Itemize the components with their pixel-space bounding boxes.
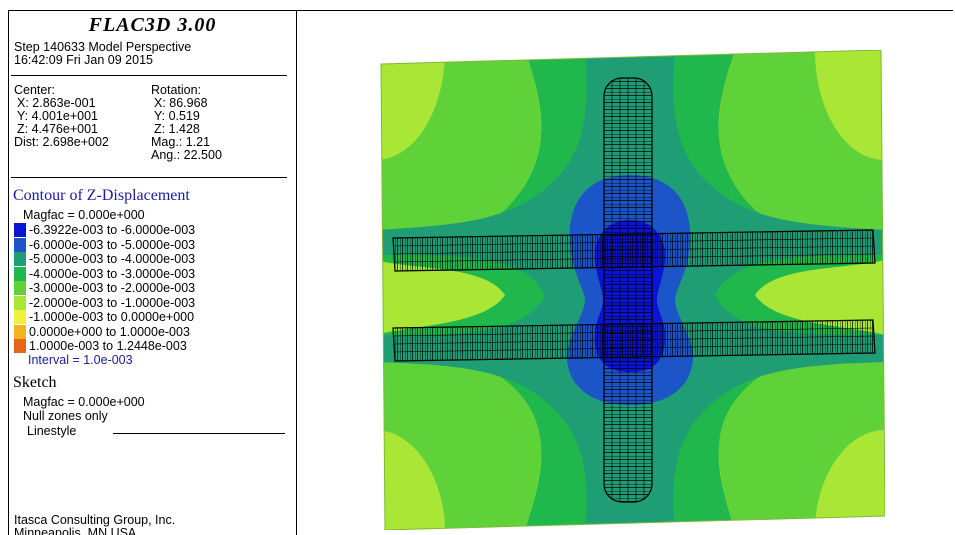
center-x: X: 2.863e-001: [17, 96, 96, 110]
company-location: Minneapolis, MN USA: [14, 526, 137, 535]
center-z: Z: 4.476e+001: [17, 122, 98, 136]
frame-left-border: [8, 10, 9, 535]
contour-swatch: [14, 324, 26, 339]
rotation-z: Z: 1.428: [154, 122, 200, 136]
contour-interval: Interval = 1.0e-003: [28, 353, 133, 367]
view-angle: Ang.: 22.500: [151, 148, 222, 162]
center-y: Y: 4.001e+001: [17, 109, 98, 123]
contour-plot-view: [380, 50, 885, 530]
rotation-label: Rotation:: [151, 83, 202, 97]
contour-range-label: -1.0000e-003 to 0.0000e+000: [29, 310, 195, 324]
contour-swatch: [14, 266, 26, 281]
contour-range-label: 1.0000e-003 to 1.2448e-003: [29, 339, 187, 353]
contour-swatch: [14, 339, 26, 353]
contour-range-label: -4.0000e-003 to -3.0000e-003: [29, 266, 196, 281]
contour-range-label: 0.0000e+000 to 1.0000e-003: [29, 324, 190, 339]
rotation-y: Y: 0.519: [154, 109, 200, 123]
vertical-tunnel-mesh: [603, 77, 653, 503]
contour-swatch: [14, 310, 26, 324]
sketch-title: Sketch: [13, 374, 57, 391]
contour-swatch: [14, 281, 26, 295]
contour-range-label: -3.0000e-003 to -2.0000e-003: [29, 281, 196, 295]
contour-range-label: -6.0000e-003 to -5.0000e-003: [29, 237, 196, 252]
contour-range-label: -2.0000e-003 to -1.0000e-003: [29, 295, 196, 310]
contour-swatch: [14, 237, 26, 252]
legend-panel: FLAC3D 3.00 Step 140633 Model Perspectiv…: [9, 11, 296, 535]
legend-separator: [11, 75, 287, 76]
sketch-null-zones: Null zones only: [23, 409, 108, 423]
legend-separator: [11, 177, 287, 178]
sketch-linestyle: Linestyle: [27, 424, 77, 438]
model-boundary: [380, 50, 885, 530]
app-title: FLAC3D 3.00: [88, 14, 217, 36]
company-name: Itasca Consulting Group, Inc.: [14, 513, 176, 527]
frame-top-border: [8, 10, 953, 11]
contour-swatch: [14, 223, 26, 237]
contour-swatch: [14, 252, 26, 266]
legend-divider: [296, 10, 297, 535]
linestyle-sample-line: [113, 433, 285, 434]
contour-swatch: [14, 295, 26, 310]
contour-title: Contour of Z-Displacement: [13, 187, 190, 204]
magnification: Mag.: 1.21: [151, 135, 211, 149]
view-distance: Dist: 2.698e+002: [14, 135, 109, 149]
center-label: Center:: [14, 83, 55, 97]
upper-horizontal-tunnel-mesh: [392, 229, 876, 272]
step-info: Step 140633 Model Perspective: [14, 40, 192, 54]
contour-range-label: -6.3922e-003 to -6.0000e-003: [29, 223, 196, 237]
contour-magfac: Magfac = 0.000e+000: [23, 208, 145, 222]
contour-range-label: -5.0000e-003 to -4.0000e-003: [29, 252, 196, 266]
rotation-x: X: 86.968: [154, 96, 208, 110]
timestamp: 16:42:09 Fri Jan 09 2015: [14, 53, 153, 67]
sketch-magfac: Magfac = 0.000e+000: [23, 395, 145, 409]
lower-horizontal-tunnel-mesh: [392, 319, 876, 362]
